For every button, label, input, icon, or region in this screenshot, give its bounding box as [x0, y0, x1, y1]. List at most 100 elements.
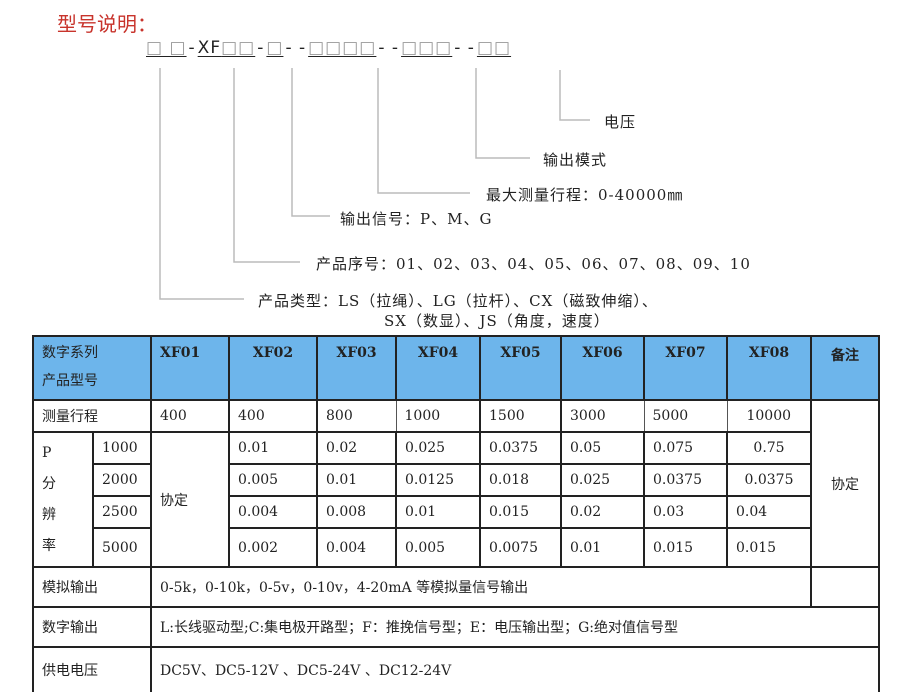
connector-lines: [159, 68, 590, 300]
header-label: 数字系列 产品型号: [32, 335, 152, 401]
analog-row: 模拟输出 0-5k，0-10k，0-5v，0-10v，4-20mA 等模拟量信号…: [32, 566, 880, 608]
code-mode-segment: □□□: [401, 38, 453, 58]
resolution-cell: 0.03: [643, 495, 728, 529]
legend-voltage: 电压: [604, 113, 637, 131]
resolution-row: 2500 0.004 0.008 0.01 0.015 0.02 0.03 0.…: [33, 495, 879, 529]
header-model: XF06: [560, 335, 645, 401]
digital-value: L:长线驱动型;C:集电极开路型；F：推挽信号型；E：电压输出型；G:绝对值信号…: [150, 606, 880, 648]
header-model: XF03: [316, 335, 397, 401]
code-serial-boxes: □□: [221, 38, 256, 58]
legend-output-mode: 输出模式: [543, 151, 608, 169]
spec-table: 数字系列 产品型号 XF01 XF02 XF03 XF04 XF05 XF06 X…: [32, 335, 880, 692]
resolution-cell: 0.008: [316, 495, 397, 529]
code-serial-segment: XF□□: [198, 38, 256, 58]
header-model: XF05: [479, 335, 562, 401]
pulses-cell: 1000: [92, 431, 152, 465]
resolution-cell: 0.02: [560, 495, 645, 529]
connector-serial: [233, 68, 300, 263]
connector-max-range: [377, 68, 470, 194]
code-voltage-segment: □□: [476, 38, 512, 58]
header-model: XF08: [726, 335, 812, 401]
resolution-cell: 0.0125: [395, 463, 481, 497]
power-value: DC5V、DC5-12V 、DC5-24V 、DC12-24V: [150, 646, 880, 692]
legend-type-line2: SX（数显）、JS（角度，速度）: [384, 312, 610, 330]
code-dash: - -: [454, 38, 475, 58]
resolution-cell: 0.005: [228, 463, 318, 497]
range-label: 测量行程: [32, 399, 152, 433]
resolution-row: 2000 0.005 0.01 0.0125 0.018 0.025 0.037…: [33, 463, 879, 497]
resolution-cell: 0.01: [560, 527, 645, 568]
header-model: XF07: [643, 335, 728, 401]
resolution-label-char: 辨: [42, 506, 56, 523]
analog-label: 模拟输出: [32, 566, 152, 608]
code-dash: -: [257, 38, 265, 58]
resolution-label-char: 分: [42, 475, 56, 492]
resolution-cell: 0.02: [316, 431, 397, 465]
range-cell: 400: [150, 399, 230, 433]
resolution-label-char: 率: [42, 537, 56, 554]
legend-output-signal: 输出信号：P、M、G: [340, 210, 493, 228]
code-range-segment: □□□□: [308, 38, 377, 58]
power-row: 供电电压 DC5V、DC5-12V 、DC5-24V 、DC12-24V: [32, 646, 880, 692]
resolution-cell: 0.025: [395, 431, 481, 465]
range-cell: 3000: [560, 399, 645, 433]
connector-output-signal: [291, 68, 330, 217]
resolution-row: 5000 0.002 0.004 0.005 0.0075 0.01 0.015…: [33, 527, 879, 568]
resolution-cell: 0.004: [228, 495, 318, 529]
resolution-cell: 0.0075: [479, 527, 562, 568]
resolution-cell: 0.0375: [726, 463, 812, 497]
range-cell: 1500: [479, 399, 562, 433]
pulses-cell: 5000: [92, 527, 152, 568]
header-remark: 备注: [810, 335, 880, 401]
resolution-cell: 0.75: [726, 431, 812, 465]
resolution-label-char: P: [42, 444, 52, 461]
remark-cell: 协定: [810, 399, 880, 568]
resolution-cell: 0.004: [316, 527, 397, 568]
resolution-cell: 0.018: [479, 463, 562, 497]
resolution-cell: 0.0375: [479, 431, 562, 465]
header-model: XF01: [150, 335, 230, 401]
connector-voltage: [559, 70, 590, 121]
resolution-cell: 0.01: [395, 495, 481, 529]
range-row: 测量行程 400 400 800 1000 1500 3000 5000 100…: [32, 399, 880, 568]
resolution-cell: 0.005: [395, 527, 481, 568]
header-row: 数字系列 产品型号 XF01 XF02 XF03 XF04 XF05 XF06 X…: [32, 335, 880, 401]
power-label: 供电电压: [32, 646, 152, 692]
legend-serial: 产品序号：01、02、03、04、05、06、07、08、09、10: [316, 255, 751, 273]
resolution-cell: 0.05: [560, 431, 645, 465]
legend-type-line1: 产品类型：LS（拉绳）、LG（拉杆）、CX（磁致伸缩）、: [258, 292, 658, 310]
resolution-cell: 0.015: [726, 527, 812, 568]
resolution-cell: 0.015: [643, 527, 728, 568]
code-signal-segment: □: [266, 38, 284, 58]
connector-output-mode: [475, 68, 530, 159]
range-cell: 400: [228, 399, 318, 433]
resolution-cell: 0.075: [643, 431, 728, 465]
digital-row: 数字输出 L:长线驱动型;C:集电极开路型；F：推挽信号型；E：电压输出型；G:…: [32, 606, 880, 648]
page-title: 型号说明：: [57, 12, 157, 36]
code-prefix: XF: [197, 38, 222, 58]
code-type-segment: □ □: [146, 38, 187, 58]
resolution-cell: 0.002: [228, 527, 318, 568]
code-dash: -: [188, 38, 196, 58]
model-code-pattern: □ □ - XF□□ - □ - - □□□□ - - □□□ - - □□: [146, 38, 511, 58]
code-dash: - -: [378, 38, 400, 58]
resolution-cell: 0.01: [316, 463, 397, 497]
range-cell: 800: [316, 399, 397, 433]
header-model: XF04: [395, 335, 481, 401]
resolution-cell: 0.04: [726, 495, 812, 529]
resolution-cell: 0.015: [479, 495, 562, 529]
header-series-label: 数字系列: [42, 345, 98, 361]
pulses-cell: 2000: [92, 463, 152, 497]
resolution-cell: 0.0375: [643, 463, 728, 497]
code-dash: - -: [285, 38, 307, 58]
digital-label: 数字输出: [32, 606, 152, 648]
resolution-cell: 0.025: [560, 463, 645, 497]
legend-max-range: 最大测量行程：0-40000㎜: [486, 186, 684, 204]
analog-remark: [810, 566, 880, 608]
xf01-resolution: 协定: [150, 431, 230, 568]
resolution-cell: 0.01: [228, 431, 318, 465]
range-cell: 1000: [395, 399, 481, 433]
